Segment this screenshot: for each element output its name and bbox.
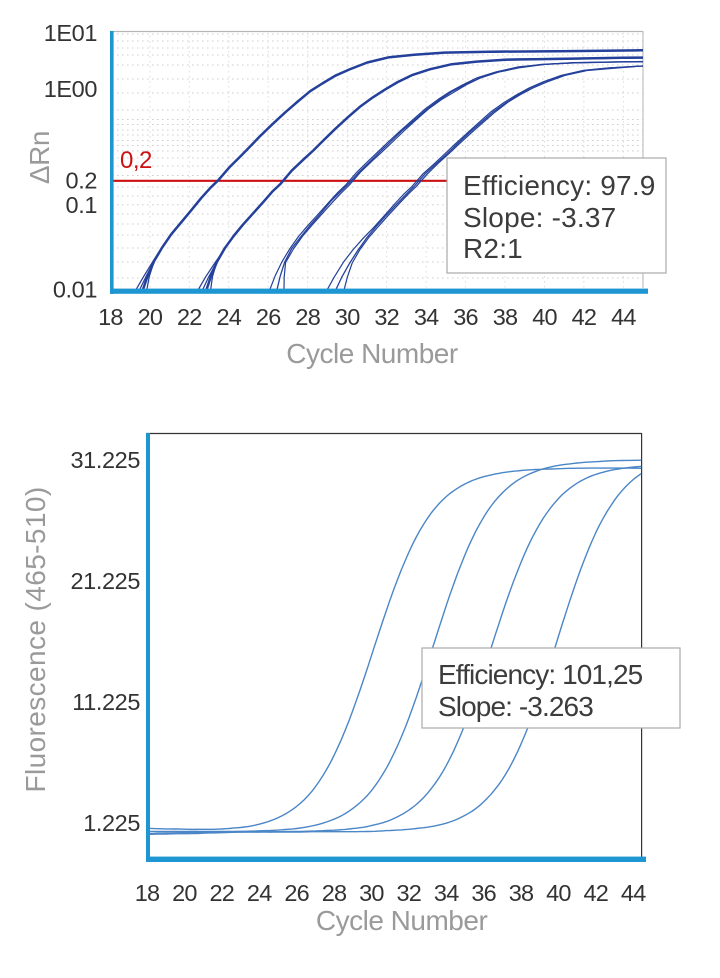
svg-text:32: 32 xyxy=(374,304,399,330)
svg-text:44: 44 xyxy=(611,304,636,330)
svg-text:20: 20 xyxy=(138,304,163,330)
svg-text:0.1: 0.1 xyxy=(66,192,97,218)
svg-text:0.01: 0.01 xyxy=(53,277,97,303)
svg-text:1E01: 1E01 xyxy=(44,20,97,46)
svg-text:0,2: 0,2 xyxy=(120,147,152,174)
svg-text:26: 26 xyxy=(284,880,309,906)
svg-text:Efficiency: 101,25: Efficiency: 101,25 xyxy=(438,659,643,690)
svg-text:ΔRn: ΔRn xyxy=(24,131,55,184)
svg-text:Cycle Number: Cycle Number xyxy=(316,905,488,936)
svg-text:30: 30 xyxy=(335,304,360,330)
svg-text:31.225: 31.225 xyxy=(71,447,141,473)
svg-text:36: 36 xyxy=(453,304,478,330)
svg-text:1.225: 1.225 xyxy=(83,810,140,836)
svg-text:28: 28 xyxy=(295,304,320,330)
svg-text:44: 44 xyxy=(621,880,646,906)
svg-text:22: 22 xyxy=(177,304,202,330)
svg-text:24: 24 xyxy=(247,880,272,906)
svg-text:0.2: 0.2 xyxy=(66,168,97,194)
svg-text:36: 36 xyxy=(471,880,496,906)
svg-text:30: 30 xyxy=(359,880,384,906)
svg-text:42: 42 xyxy=(584,880,609,906)
svg-text:R2:1: R2:1 xyxy=(463,233,523,264)
svg-text:40: 40 xyxy=(546,880,571,906)
svg-text:32: 32 xyxy=(397,880,422,906)
svg-text:38: 38 xyxy=(493,304,518,330)
svg-text:1E00: 1E00 xyxy=(44,76,98,102)
svg-text:Slope: -3.263: Slope: -3.263 xyxy=(438,691,593,722)
svg-text:18: 18 xyxy=(135,880,160,906)
svg-text:28: 28 xyxy=(322,880,347,906)
svg-text:26: 26 xyxy=(256,304,281,330)
svg-text:11.225: 11.225 xyxy=(72,689,140,715)
svg-text:Cycle Number: Cycle Number xyxy=(286,338,458,369)
svg-text:42: 42 xyxy=(572,304,597,330)
svg-text:24: 24 xyxy=(217,304,242,330)
svg-text:20: 20 xyxy=(172,880,197,906)
svg-text:40: 40 xyxy=(532,304,557,330)
svg-text:34: 34 xyxy=(434,880,459,906)
svg-text:18: 18 xyxy=(98,304,123,330)
svg-text:21.225: 21.225 xyxy=(71,568,141,594)
svg-text:Efficiency: 97.9: Efficiency: 97.9 xyxy=(463,170,656,201)
svg-text:Slope: -3.37: Slope: -3.37 xyxy=(463,202,616,233)
svg-text:22: 22 xyxy=(210,880,235,906)
svg-text:Fluorescence (465-510): Fluorescence (465-510) xyxy=(20,486,51,792)
svg-text:38: 38 xyxy=(509,880,534,906)
svg-text:34: 34 xyxy=(414,304,439,330)
